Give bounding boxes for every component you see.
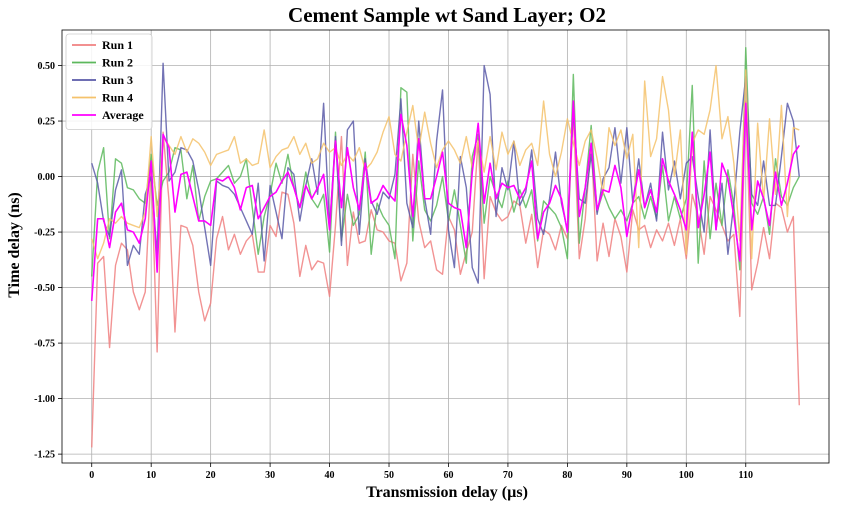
x-tick-label: 90 [622,470,632,481]
x-tick-label: 70 [503,470,513,481]
legend-label: Run 2 [102,56,133,70]
legend-label: Run 3 [102,73,133,87]
x-tick-label: 10 [146,470,156,481]
chart-title: Cement Sample wt Sand Layer; O2 [288,3,606,27]
x-tick-label: 110 [739,470,753,481]
series-line-run-3 [91,62,800,284]
y-tick-label: 0.25 [38,117,56,128]
series-line-average [90,100,800,301]
legend-label: Average [102,108,144,122]
x-tick-label: 80 [562,470,572,481]
x-axis-ticks: 0 10 20 30 40 50 60 70 80 90 100 110 [89,463,753,481]
y-tick-label: -0.50 [34,283,55,294]
x-axis-label: Transmission delay (µs) [366,484,528,501]
x-tick-label: 0 [89,470,94,481]
x-tick-label: 40 [325,470,335,481]
legend: Run 1 Run 2 Run 3 Run 4 Average [65,33,153,130]
y-axis-ticks: -1.25 -1.00 -0.75 -0.50 -0.25 0.00 0.25 0.50 [34,61,62,461]
plot-frame [61,29,830,464]
y-tick-label: -1.25 [34,450,55,461]
y-axis-label: Time delay (ns) [6,192,23,297]
y-tick-label: -0.75 [34,339,55,350]
y-tick-label: 0.50 [38,61,56,72]
legend-box [65,33,153,130]
x-tick-label: 100 [679,470,694,481]
legend-label: Run 4 [102,91,133,105]
y-tick-label: -0.25 [34,228,55,239]
x-tick-label: 30 [265,470,275,481]
x-tick-label: 50 [384,470,394,481]
series-line-run-1 [91,100,800,448]
x-tick-label: 20 [206,470,216,481]
y-tick-label: 0.00 [38,172,56,183]
x-tick-label: 60 [443,470,453,481]
legend-label: Run 1 [102,38,133,52]
y-tick-label: -1.00 [34,394,55,405]
series-line-run-4 [91,64,800,260]
series-lines [90,47,800,448]
